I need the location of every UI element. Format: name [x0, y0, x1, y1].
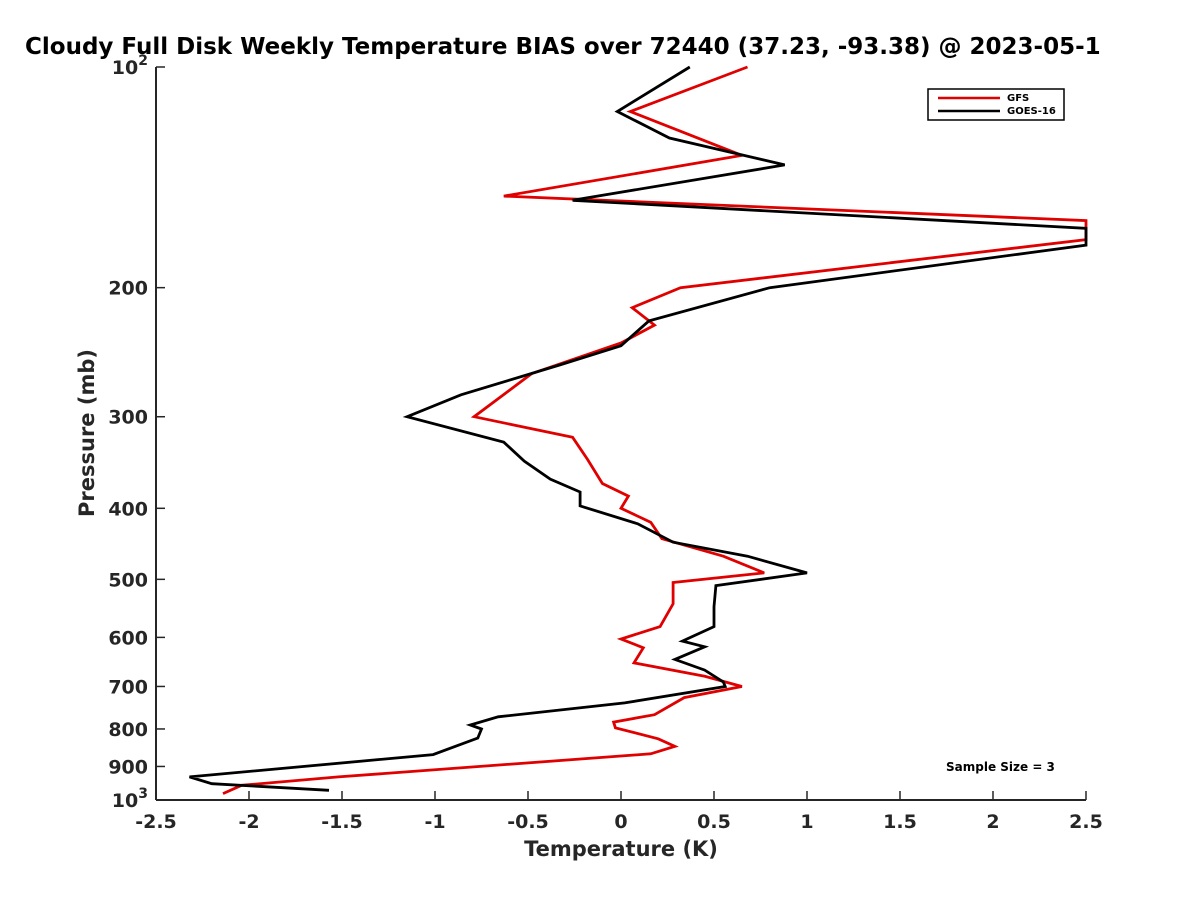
y-tick-label: 400: [108, 498, 148, 520]
y-tick-label: 300: [108, 407, 148, 429]
series-layer: [189, 65, 1088, 795]
x-tick-label: 0: [614, 811, 627, 833]
x-tick-label: -0.5: [507, 811, 549, 833]
x-tick-label: -2: [238, 811, 259, 833]
x-axis-label: Temperature (K): [524, 837, 718, 861]
legend-label-goes-16: GOES-16: [1007, 106, 1056, 117]
y-tick-label: 200: [108, 278, 148, 300]
x-tick-label: -1.5: [321, 811, 363, 833]
sample-size-annotation: Sample Size = 3: [946, 760, 1055, 774]
y-tick-label: 900: [108, 756, 148, 778]
y-tick-label: 500: [108, 569, 148, 591]
x-tick-label: -2.5: [135, 811, 177, 833]
y-tick-label: 700: [108, 676, 148, 698]
y-axis-label: Pressure (mb): [75, 349, 99, 517]
x-tick-label: 2: [986, 811, 999, 833]
x-tick-label: 0.5: [697, 811, 731, 833]
series-line-goes-16: [189, 65, 1088, 792]
y-tick-label: 102: [112, 53, 148, 79]
y-tick-label: 800: [108, 719, 148, 741]
legend: GFS GOES-16: [927, 88, 1065, 121]
y-tick-label: 600: [108, 627, 148, 649]
x-ticks: -2.5 -2 -1.5 -1 -0.5 0 0.5 1 1.5 2 2.5: [135, 791, 1103, 833]
x-tick-label: 1: [800, 811, 813, 833]
series-line-gfs: [222, 65, 1088, 795]
x-tick-label: 1.5: [883, 811, 917, 833]
x-tick-label: 2.5: [1069, 811, 1103, 833]
y-ticks: 102 200 300 400 500 600 700 800 900 103: [108, 53, 165, 812]
legend-box: [927, 88, 1065, 121]
y-tick-label: 103: [112, 786, 148, 812]
x-tick-label: -1: [424, 811, 445, 833]
chart-title: Cloudy Full Disk Weekly Temperature BIAS…: [25, 34, 1101, 60]
legend-label-gfs: GFS: [1007, 93, 1029, 104]
